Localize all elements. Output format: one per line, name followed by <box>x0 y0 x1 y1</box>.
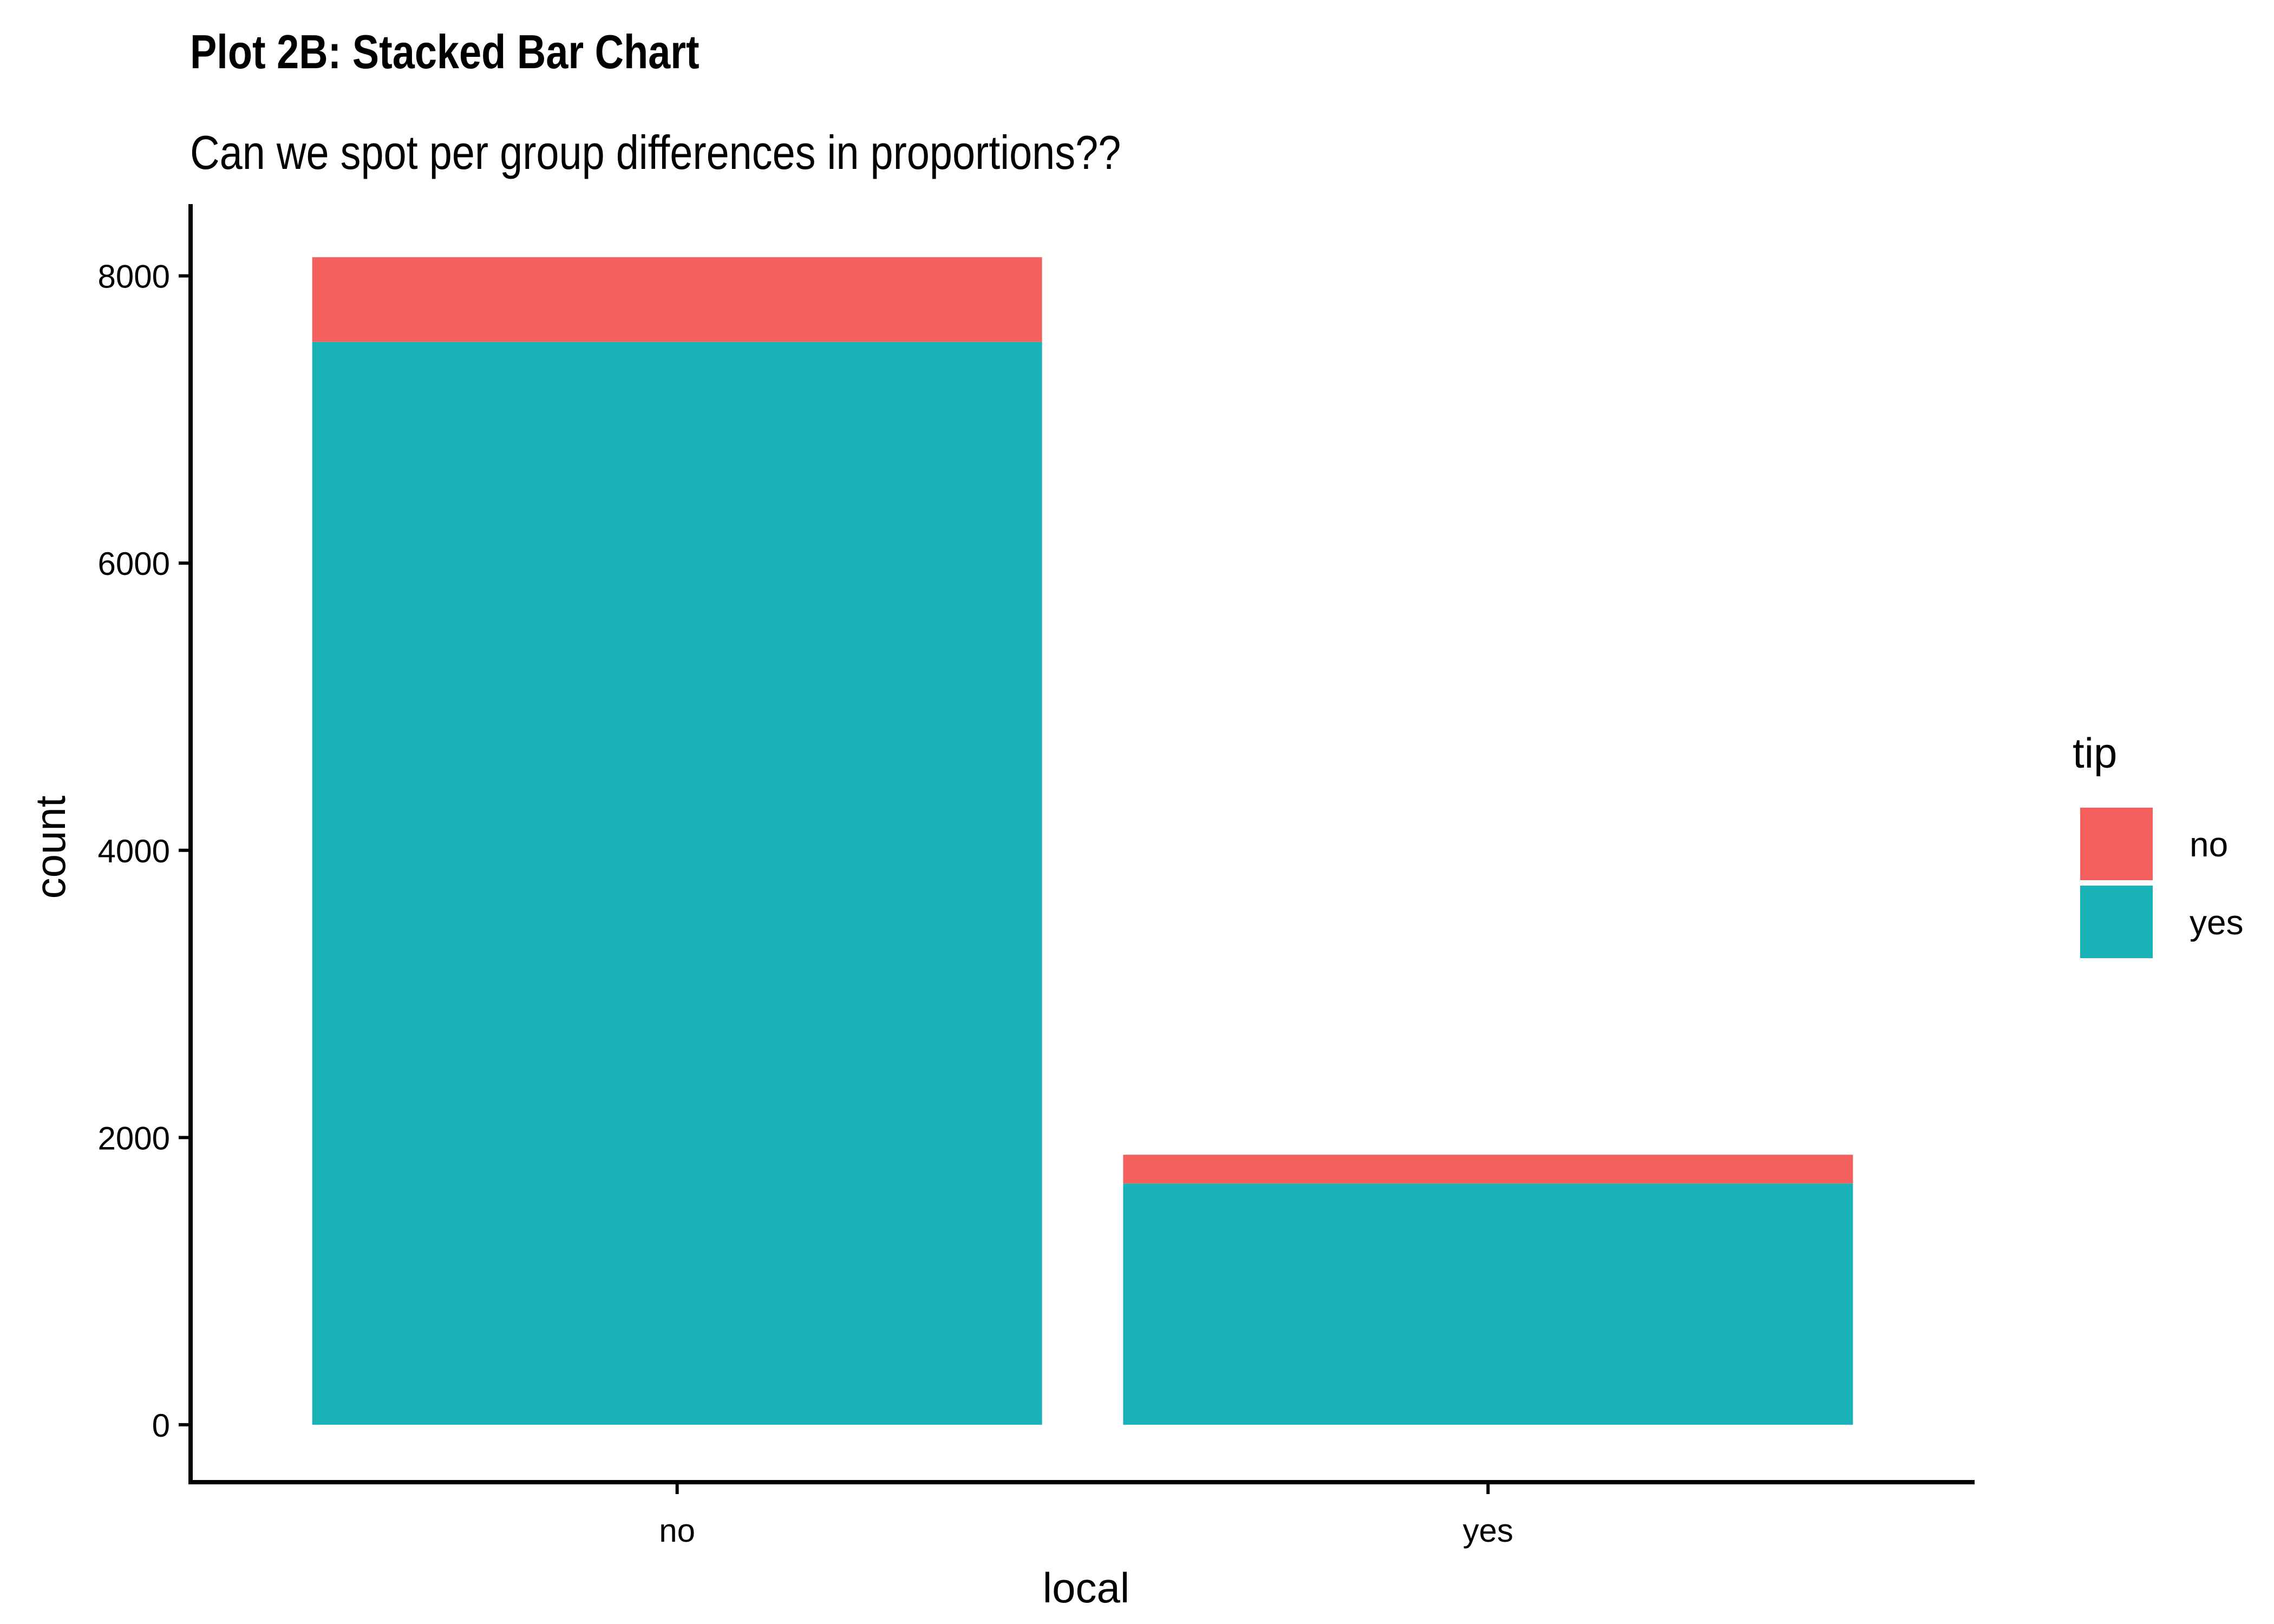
y-tick-label: 8000 <box>98 259 170 295</box>
chart-title: Plot 2B: Stacked Bar Chart <box>190 25 700 78</box>
bar-segment-yes-yes <box>1123 1183 1853 1425</box>
y-tick-label: 0 <box>152 1407 170 1444</box>
bar-segment-yes-no <box>1123 1155 1853 1184</box>
y-axis: 0 2000 4000 6000 8000 <box>98 204 193 1484</box>
legend-label-no: no <box>2190 825 2228 864</box>
y-tick-label: 6000 <box>98 546 170 582</box>
x-tick-label: yes <box>1463 1512 1513 1549</box>
legend-title: tip <box>2073 729 2117 777</box>
y-tick-label: 4000 <box>98 833 170 869</box>
bars-layer <box>312 257 1853 1425</box>
legend-key-no <box>2080 808 2153 880</box>
x-tick-label: no <box>659 1512 695 1549</box>
legend: tip no yes <box>2073 729 2244 958</box>
bar-segment-no-no <box>312 257 1042 342</box>
bar-segment-no-yes <box>312 342 1042 1425</box>
chart-subtitle: Can we spot per group differences in pro… <box>190 126 1121 179</box>
legend-key-yes <box>2080 886 2153 958</box>
y-tick-label: 2000 <box>98 1120 170 1156</box>
y-axis-title: count <box>27 795 74 899</box>
x-axis-title: local <box>1043 1564 1129 1612</box>
x-axis: no yes <box>188 1480 1975 1549</box>
legend-label-yes: yes <box>2190 903 2244 942</box>
